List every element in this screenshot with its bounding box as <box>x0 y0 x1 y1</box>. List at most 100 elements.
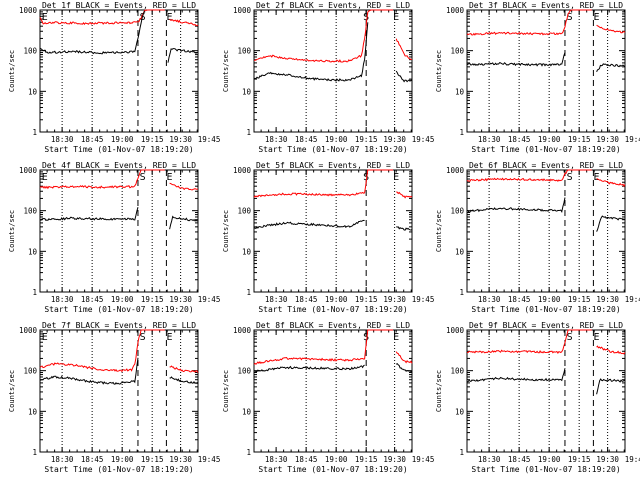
lld-series-line <box>396 191 413 199</box>
panel-det-5: Det 5f BLACK = Events, RED = LLD Counts/s… <box>222 161 434 314</box>
event-marker-S: S <box>140 172 146 183</box>
events-series-line <box>466 52 566 67</box>
y-axis-label: Counts/sec <box>435 210 443 252</box>
y-tick-label: 100 <box>23 207 37 216</box>
x-tick-label: 18:30 <box>51 295 74 304</box>
y-tick-label: 1 <box>32 288 37 297</box>
x-axis-label: Start Time (01-Nov-07 18:19:20) <box>44 305 193 314</box>
y-tick-label: 100 <box>23 367 37 376</box>
panel-det-6: Det 6f BLACK = Events, RED = LLD Counts/s… <box>435 161 640 314</box>
y-tick-label: 1000 <box>233 326 252 335</box>
lld-series-line <box>596 345 626 355</box>
lld-series-line <box>253 9 393 63</box>
x-tick-label: 19:45 <box>198 455 221 464</box>
y-tick-label: 100 <box>23 47 37 56</box>
y-axis-label: Counts/sec <box>435 50 443 92</box>
y-tick-label: 10 <box>455 87 465 96</box>
y-tick-label: 1000 <box>446 166 465 175</box>
lld-series-line <box>39 9 165 26</box>
x-tick-label: 19:45 <box>412 455 435 464</box>
x-tick-label: 19:00 <box>111 455 134 464</box>
x-tick-label: 19:30 <box>169 135 192 144</box>
events-series-line <box>169 376 199 385</box>
lld-series-line <box>395 351 413 364</box>
x-tick-label: 19:15 <box>568 135 591 144</box>
panel-title: Det 3f BLACK = Events, RED = LLD <box>469 1 623 10</box>
x-tick-label: 19:30 <box>169 455 192 464</box>
lld-series-line <box>39 329 165 373</box>
plot-frame <box>253 329 413 453</box>
x-tick-label: 19:45 <box>198 135 221 144</box>
x-tick-label: 18:30 <box>265 295 288 304</box>
event-marker-E: E <box>167 12 173 23</box>
x-tick-label: 18:45 <box>508 135 531 144</box>
y-tick-label: 1000 <box>233 166 252 175</box>
lld-series-line <box>467 329 592 355</box>
x-tick-label: 19:30 <box>169 295 192 304</box>
x-tick-label: 18:30 <box>51 135 74 144</box>
x-tick-label: 19:00 <box>538 455 561 464</box>
y-tick-label: 100 <box>450 367 464 376</box>
y-tick-label: 10 <box>242 87 252 96</box>
y-tick-label: 10 <box>242 407 252 416</box>
y-tick-label: 10 <box>455 247 465 256</box>
panel-title: Det 2f BLACK = Events, RED = LLD <box>256 1 410 10</box>
lld-series-line <box>169 182 199 191</box>
x-tick-label: 18:45 <box>81 455 104 464</box>
x-tick-label: 19:30 <box>383 455 406 464</box>
events-series-line <box>596 215 626 232</box>
events-series-line <box>167 48 199 63</box>
events-series-line <box>39 207 139 222</box>
event-marker-E: E <box>167 332 173 343</box>
x-tick-label: 19:00 <box>538 295 561 304</box>
y-tick-label: 1 <box>459 128 464 137</box>
y-tick-label: 100 <box>237 207 251 216</box>
events-series-line <box>253 364 365 373</box>
x-tick-label: 19:00 <box>325 295 348 304</box>
x-tick-label: 18:30 <box>478 135 501 144</box>
panel-det-4: Det 4f BLACK = Events, RED = LLD Counts/s… <box>8 161 220 314</box>
y-tick-label: 1 <box>246 128 251 137</box>
y-axis-label: Counts/sec <box>435 370 443 412</box>
y-tick-label: 100 <box>237 47 251 56</box>
panel-det-7: Det 7f BLACK = Events, RED = LLD Counts/s… <box>8 321 220 474</box>
plot-frame <box>253 169 413 293</box>
y-tick-label: 1000 <box>446 6 465 15</box>
x-tick-label: 19:45 <box>412 135 435 144</box>
y-tick-label: 10 <box>28 87 38 96</box>
events-series-line <box>169 215 199 230</box>
events-series-line <box>253 22 369 82</box>
x-tick-label: 19:15 <box>568 295 591 304</box>
x-tick-label: 18:45 <box>295 455 318 464</box>
panel-title: Det 6f BLACK = Events, RED = LLD <box>469 161 623 170</box>
y-axis-label: Counts/sec <box>222 210 230 252</box>
y-tick-label: 1 <box>459 288 464 297</box>
events-series-line <box>596 63 626 73</box>
x-axis-label: Start Time (01-Nov-07 18:19:20) <box>258 145 407 154</box>
panel-det-1: Det 1f BLACK = Events, RED = LLD Counts/s… <box>8 1 220 154</box>
y-tick-label: 1000 <box>233 6 252 15</box>
y-tick-label: 10 <box>455 407 465 416</box>
x-tick-label: 19:00 <box>111 295 134 304</box>
x-tick-label: 19:00 <box>325 455 348 464</box>
event-marker-E: E <box>594 332 600 343</box>
x-tick-label: 19:45 <box>625 455 640 464</box>
event-marker-S: S <box>363 12 369 23</box>
y-tick-label: 10 <box>28 407 38 416</box>
lld-series-line <box>466 169 592 182</box>
x-tick-label: 19:30 <box>383 135 406 144</box>
plot-frame <box>253 9 413 133</box>
x-tick-label: 19:15 <box>568 455 591 464</box>
x-axis-label: Start Time (01-Nov-07 18:19:20) <box>44 145 193 154</box>
events-series-line <box>395 70 413 83</box>
x-axis-label: Start Time (01-Nov-07 18:19:20) <box>471 305 620 314</box>
x-tick-label: 18:30 <box>51 455 74 464</box>
x-axis-label: Start Time (01-Nov-07 18:19:20) <box>44 465 193 474</box>
lld-series-line <box>596 177 626 188</box>
event-marker-S: S <box>567 12 573 23</box>
x-tick-label: 19:15 <box>141 135 164 144</box>
event-marker-E: E <box>393 12 399 23</box>
x-axis-label: Start Time (01-Nov-07 18:19:20) <box>471 465 620 474</box>
event-marker-E: E <box>42 172 48 183</box>
